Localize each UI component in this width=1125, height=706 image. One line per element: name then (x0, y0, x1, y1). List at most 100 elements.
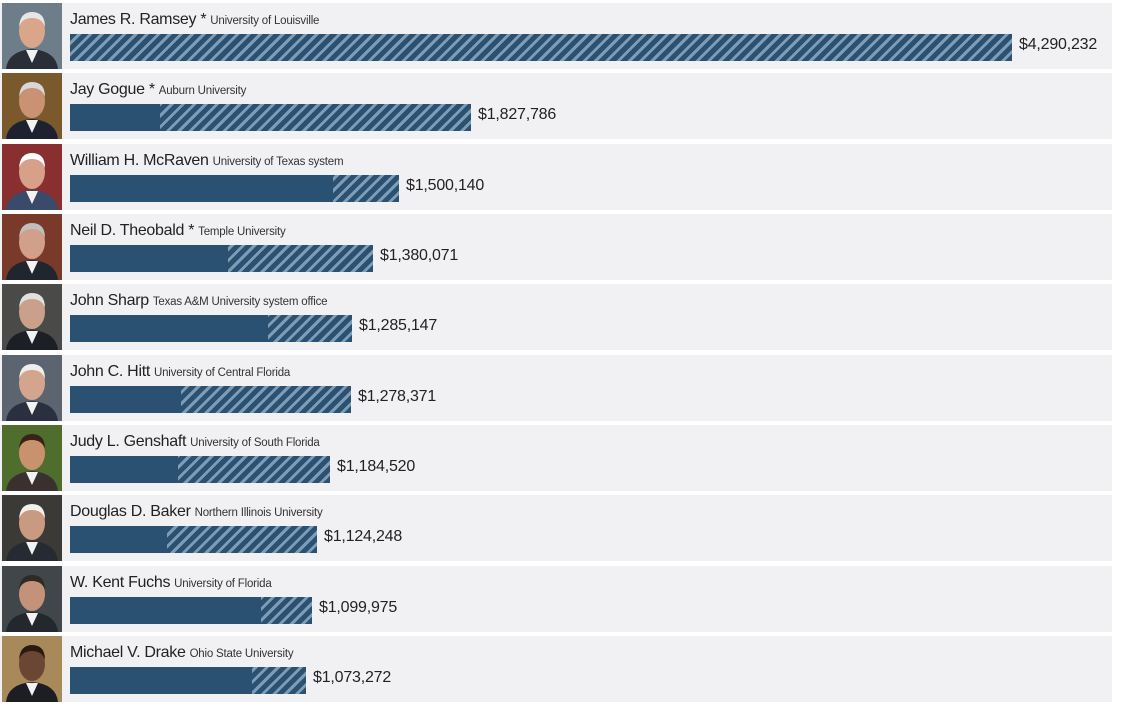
bar-segment-solid (70, 245, 228, 273)
portrait-photo (2, 565, 62, 632)
bar-segment-solid (70, 385, 181, 413)
value-label: $1,500,140 (406, 176, 485, 194)
portrait-photo (2, 425, 62, 492)
table-row: Douglas D. Baker Northern Illinois Univer… (0, 495, 1112, 562)
row-label: James R. Ramsey * University of Louisvill… (70, 11, 319, 29)
table-row: W. Kent Fuchs University of Florida $1,099… (0, 565, 1112, 632)
institution-name: Ohio State University (189, 648, 294, 661)
portrait-silhouette-icon (2, 565, 62, 632)
chart-rows: James R. Ramsey * University of Louisvill… (0, 3, 1112, 706)
bar-segment-solid (70, 104, 160, 132)
bar-segment-hatched (70, 34, 1012, 61)
person-name: Judy L. Genshaft (70, 433, 187, 451)
bar-segment-hatched (261, 596, 312, 624)
row-label: John Sharp Texas A&M University system of… (70, 292, 328, 310)
bar-segment-solid (70, 667, 252, 695)
portrait-photo (2, 284, 62, 351)
institution-name: University of South Florida (190, 437, 320, 450)
table-row: Neil D. Theobald * Temple University $1,38… (0, 214, 1112, 281)
asterisk-marker: * (144, 81, 155, 99)
bar-segment-hatched (228, 245, 373, 273)
compensation-bar (70, 385, 351, 413)
row-label: Judy L. Genshaft University of South Flor… (70, 433, 320, 451)
portrait-photo (2, 495, 62, 562)
portrait-silhouette-icon (2, 73, 62, 140)
compensation-bar (70, 174, 399, 202)
table-row: John Sharp Texas A&M University system of… (0, 284, 1112, 351)
bar-segment-solid (70, 526, 167, 554)
row-label: Jay Gogue * Auburn University (70, 81, 246, 99)
portrait-silhouette-icon (2, 143, 62, 210)
portrait-silhouette-icon (2, 636, 62, 703)
portrait-silhouette-icon (2, 495, 62, 562)
institution-name: University of Louisville (210, 15, 320, 27)
value-label: $1,278,371 (358, 387, 437, 405)
table-row: William H. McRaven University of Texas sy… (0, 143, 1112, 210)
compensation-bar (70, 526, 317, 554)
value-label: $4,290,232 (1019, 36, 1098, 53)
bar-segment-hatched (333, 174, 399, 202)
bar-segment-solid (70, 596, 261, 624)
value-label: $1,285,147 (359, 317, 438, 335)
compensation-bar (70, 456, 330, 484)
asterisk-marker: * (184, 222, 195, 240)
portrait-silhouette-icon (2, 425, 62, 492)
person-name: John Sharp (70, 292, 149, 310)
person-name: James R. Ramsey (70, 11, 197, 28)
value-label: $1,827,786 (478, 106, 557, 124)
portrait-silhouette-icon (2, 214, 62, 281)
table-row: Michael V. Drake Ohio State University $1,… (0, 636, 1112, 703)
compensation-bar (70, 245, 373, 273)
institution-name: Temple University (198, 226, 286, 239)
row-label: Michael V. Drake Ohio State University (70, 644, 294, 662)
portrait-silhouette-icon (2, 354, 62, 421)
portrait-silhouette-icon (2, 284, 62, 351)
bar-segment-hatched (268, 315, 352, 343)
bar-segment-hatched (178, 456, 330, 484)
person-name: Neil D. Theobald (70, 222, 185, 240)
portrait-photo (2, 143, 62, 210)
value-label: $1,184,520 (337, 458, 416, 476)
bar-segment-hatched (167, 526, 317, 554)
portrait-photo (2, 636, 62, 703)
institution-name: Northern Illinois University (194, 507, 323, 520)
portrait-photo (2, 3, 62, 69)
portrait-photo (2, 214, 62, 281)
compensation-bar (70, 104, 471, 132)
institution-name: Texas A&M University system office (152, 296, 328, 309)
bar-segment-hatched (160, 104, 471, 132)
institution-name: Auburn University (158, 85, 247, 98)
row-label: William H. McRaven University of Texas sy… (70, 152, 344, 170)
value-label: $1,099,975 (319, 598, 398, 616)
bar-segment-solid (70, 174, 333, 202)
compensation-bar (70, 315, 352, 343)
person-name: John C. Hitt (70, 362, 150, 380)
row-label: Douglas D. Baker Northern Illinois Univer… (70, 503, 323, 521)
person-name: Michael V. Drake (70, 644, 186, 662)
table-row: Judy L. Genshaft University of South Flor… (0, 425, 1112, 492)
institution-name: University of Texas system (212, 155, 344, 168)
table-row: Jay Gogue * Auburn University $1,827,786 (0, 73, 1112, 140)
asterisk-marker: * (196, 11, 207, 28)
row-label: Neil D. Theobald * Temple University (70, 222, 286, 240)
compensation-bar (70, 667, 306, 695)
portrait-photo (2, 73, 62, 140)
institution-name: University of Florida (174, 577, 272, 590)
row-label: John C. Hitt University of Central Florid… (70, 363, 290, 381)
value-label: $1,073,272 (313, 669, 392, 687)
bar-segment-hatched (252, 667, 306, 695)
value-label: $1,380,071 (380, 247, 459, 265)
table-row: James R. Ramsey * University of Louisvill… (0, 3, 1112, 69)
portrait-silhouette-icon (2, 3, 62, 69)
table-row: John C. Hitt University of Central Florid… (0, 354, 1112, 421)
row-label: W. Kent Fuchs University of Florida (70, 574, 272, 592)
person-name: Jay Gogue (70, 81, 145, 99)
institution-name: University of Central Florida (154, 366, 291, 379)
compensation-bar (70, 596, 312, 624)
person-name: W. Kent Fuchs (70, 573, 171, 591)
value-label: $1,124,248 (324, 528, 403, 546)
person-name: Douglas D. Baker (70, 503, 191, 521)
portrait-photo (2, 354, 62, 421)
bar-segment-solid (70, 315, 268, 343)
bar-segment-hatched (181, 385, 351, 413)
